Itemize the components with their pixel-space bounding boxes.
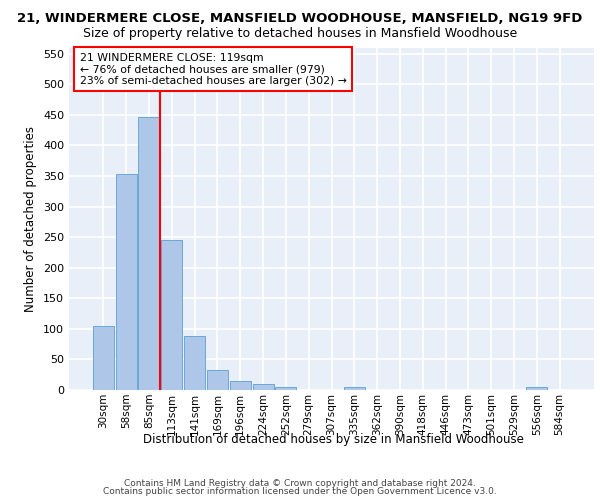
Text: Contains HM Land Registry data © Crown copyright and database right 2024.: Contains HM Land Registry data © Crown c… xyxy=(124,478,476,488)
Bar xyxy=(139,116,160,390)
Y-axis label: Number of detached properties: Number of detached properties xyxy=(25,126,37,312)
Bar xyxy=(275,387,296,390)
Bar xyxy=(207,370,228,390)
Bar xyxy=(253,384,274,390)
Bar xyxy=(93,326,114,390)
Text: 21, WINDERMERE CLOSE, MANSFIELD WOODHOUSE, MANSFIELD, NG19 9FD: 21, WINDERMERE CLOSE, MANSFIELD WOODHOUS… xyxy=(17,12,583,26)
Bar xyxy=(344,387,365,390)
Bar xyxy=(184,336,205,390)
Text: 21 WINDERMERE CLOSE: 119sqm
← 76% of detached houses are smaller (979)
23% of se: 21 WINDERMERE CLOSE: 119sqm ← 76% of det… xyxy=(79,52,346,86)
Text: Contains public sector information licensed under the Open Government Licence v3: Contains public sector information licen… xyxy=(103,487,497,496)
Bar xyxy=(230,382,251,390)
Text: Distribution of detached houses by size in Mansfield Woodhouse: Distribution of detached houses by size … xyxy=(143,432,523,446)
Text: Size of property relative to detached houses in Mansfield Woodhouse: Size of property relative to detached ho… xyxy=(83,28,517,40)
Bar xyxy=(116,174,137,390)
Bar xyxy=(161,240,182,390)
Bar xyxy=(526,387,547,390)
